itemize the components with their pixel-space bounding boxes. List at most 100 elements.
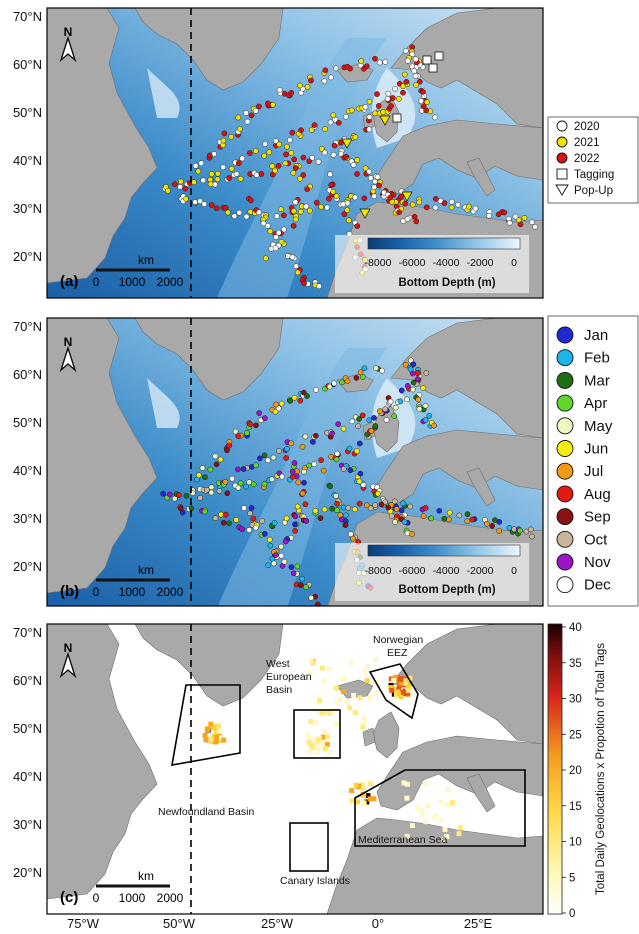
- heat-cell: [306, 739, 312, 745]
- track-point: [366, 417, 373, 424]
- heat-cell: [353, 782, 359, 788]
- legend-b-label-0: Jan: [584, 327, 608, 344]
- track-point: [464, 518, 471, 525]
- legend-b-marker-7: [556, 485, 574, 503]
- track-point: [246, 527, 253, 533]
- region-box-mediterranean: [354, 769, 526, 847]
- track-point: [359, 412, 366, 419]
- heat-cell: [355, 799, 360, 805]
- track-point: [317, 515, 324, 522]
- track-point: [383, 416, 390, 423]
- track-point: [324, 204, 330, 211]
- region-label-west-european-1: West: [266, 658, 290, 670]
- track-point: [287, 398, 293, 404]
- legend-b-label-10: Nov: [584, 554, 611, 571]
- legend-b-label-4: May: [584, 418, 613, 435]
- track-point: [382, 59, 389, 65]
- heat-cell: [401, 689, 407, 695]
- track-point: [299, 443, 306, 450]
- track-point: [338, 151, 344, 157]
- track-point: [233, 171, 240, 177]
- track-point: [241, 505, 247, 511]
- track-point: [422, 417, 429, 423]
- track-point: [446, 516, 452, 523]
- track-point: [287, 137, 293, 143]
- track-point: [372, 502, 379, 508]
- track-point: [402, 361, 409, 368]
- panel-a-map: [47, 8, 543, 298]
- track-point: [361, 195, 368, 202]
- region-label-newfoundland: Newfoundland Basin: [158, 806, 254, 818]
- heat-cell: [305, 732, 311, 737]
- scalebar-unit: km: [138, 253, 154, 267]
- track-point: [424, 99, 430, 106]
- track-point: [299, 575, 306, 582]
- lat-label-0-4: 30°N: [13, 201, 42, 216]
- track-point: [484, 520, 490, 527]
- track-point: [422, 505, 429, 511]
- track-point: [385, 90, 392, 97]
- heat-cell: [350, 798, 355, 804]
- track-point: [327, 119, 334, 126]
- heat-cell: [211, 724, 217, 730]
- track-point: [222, 479, 229, 485]
- track-point: [295, 479, 302, 486]
- track-point: [301, 280, 307, 287]
- legend-b-label-6: Jul: [584, 463, 603, 480]
- track-point: [312, 507, 319, 514]
- track-point: [247, 150, 253, 156]
- track-point: [366, 126, 373, 133]
- track-point: [273, 138, 279, 144]
- track-point: [352, 134, 359, 141]
- track-point: [237, 175, 244, 182]
- track-point: [192, 162, 199, 169]
- track-point: [331, 142, 338, 149]
- heat-cell: [337, 696, 343, 702]
- heat-cell: [319, 665, 325, 671]
- track-point: [291, 394, 298, 401]
- track-point: [374, 174, 381, 180]
- track-point: [294, 563, 301, 570]
- legend-b-label-8: Sep: [584, 509, 611, 526]
- track-point: [352, 194, 358, 201]
- track-point: [289, 129, 296, 136]
- heat-cell: [425, 803, 431, 809]
- legend-b-label-11: Dec: [584, 577, 611, 594]
- heat-cell: [404, 795, 410, 801]
- track-point: [297, 82, 303, 89]
- track-point: [321, 78, 328, 84]
- track-point: [183, 196, 189, 202]
- heat-cell: [357, 695, 363, 701]
- region-box-west-european: [293, 709, 341, 759]
- lat-label-2-1: 60°N: [13, 673, 42, 688]
- track-point: [208, 489, 215, 496]
- legend-a-marker-1: [556, 136, 568, 148]
- track-point: [212, 515, 219, 522]
- heat-cell: [214, 724, 220, 729]
- track-point: [377, 408, 383, 414]
- track-point: [327, 171, 333, 178]
- track-point: [281, 226, 287, 233]
- track-point: [328, 182, 335, 188]
- heat-cell: [218, 738, 224, 744]
- region-box-norwegian-eez: [368, 663, 419, 720]
- track-point: [235, 433, 242, 440]
- track-point: [375, 103, 382, 109]
- track-point: [299, 490, 306, 497]
- track-point: [343, 113, 349, 120]
- heat-cell: [322, 746, 328, 751]
- track-point: [297, 582, 304, 588]
- track-point: [276, 141, 282, 148]
- lat-label-1-2: 50°N: [13, 415, 42, 430]
- track-point: [371, 193, 378, 200]
- track-point: [432, 114, 439, 121]
- track-point: [353, 375, 360, 381]
- track-point: [220, 137, 227, 144]
- popup-marker: [379, 115, 391, 126]
- track-point: [420, 385, 426, 391]
- track-point: [275, 162, 282, 169]
- track-point: [237, 126, 243, 132]
- track-point: [311, 461, 318, 468]
- legend-a-label-1: 2021: [574, 137, 600, 149]
